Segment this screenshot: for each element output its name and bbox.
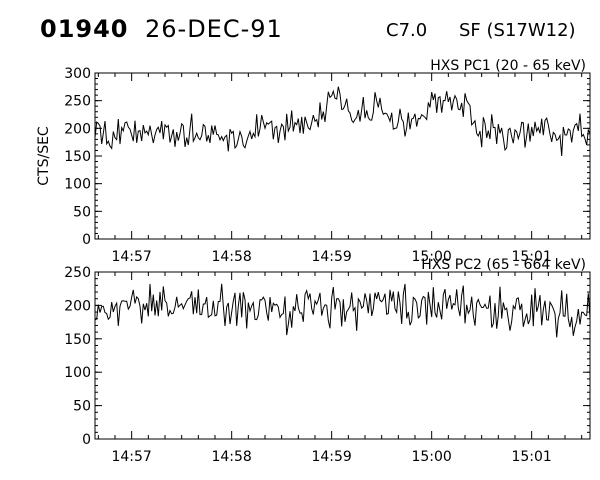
panel-1-ytick-label: 0 (82, 232, 91, 248)
panel-1-ylabel: CTS/SEC (36, 126, 52, 186)
panel-2-xtick-label: 14:59 (311, 449, 351, 465)
panel-2-axes-box (94, 271, 591, 440)
panel-1-xtick-label: 14:57 (111, 249, 151, 265)
panel-1-xtick-label: 15:00 (411, 249, 451, 265)
panel-1-title: HXS PC1 (20 - 65 keV) (430, 58, 586, 74)
panel-1-ytick-label: 200 (64, 121, 91, 137)
panel-2-ytick-label: 50 (73, 399, 91, 415)
figure-header: 01940 26-DEC-91 C7.0 SF (S17W12) (0, 0, 600, 50)
panel-2-xtick-label: 15:01 (511, 449, 551, 465)
panel-1-ytick-label: 50 (73, 204, 91, 220)
flare-location: SF (S17W12) (459, 20, 576, 41)
panel-1-ytick-label: 150 (64, 149, 91, 165)
panel-1-xtick-label: 15:01 (511, 249, 551, 265)
panel-2-ytick-label: 250 (64, 265, 91, 281)
panel-2-xtick-label: 15:00 (411, 449, 451, 465)
flare-class: C7.0 (386, 20, 428, 41)
panel-1-axes-box (94, 72, 591, 240)
panel-1-ytick-label: 300 (64, 66, 91, 82)
panel-2-xtick-label: 14:57 (111, 449, 151, 465)
panel-1-ytick-label: 100 (64, 177, 91, 193)
event-date: 26-DEC-91 (145, 15, 283, 43)
panel-1-xtick-label: 14:58 (211, 249, 251, 265)
panel-2-xtick-label: 14:58 (211, 449, 251, 465)
event-id: 01940 (40, 15, 129, 43)
panel-2-title: HXS PC2 (65 - 664 keV) (421, 257, 586, 273)
panel-2-series-line (94, 283, 591, 338)
panel-1-series-line (94, 86, 591, 157)
panel-2-ytick-label: 150 (64, 332, 91, 348)
panel-1-xtick-label: 14:59 (311, 249, 351, 265)
panel-2-ytick-label: 200 (64, 298, 91, 314)
panel-2-ytick-label: 100 (64, 365, 91, 381)
panel-1-ytick-label: 250 (64, 94, 91, 110)
panel-2-ytick-label: 0 (82, 432, 91, 448)
